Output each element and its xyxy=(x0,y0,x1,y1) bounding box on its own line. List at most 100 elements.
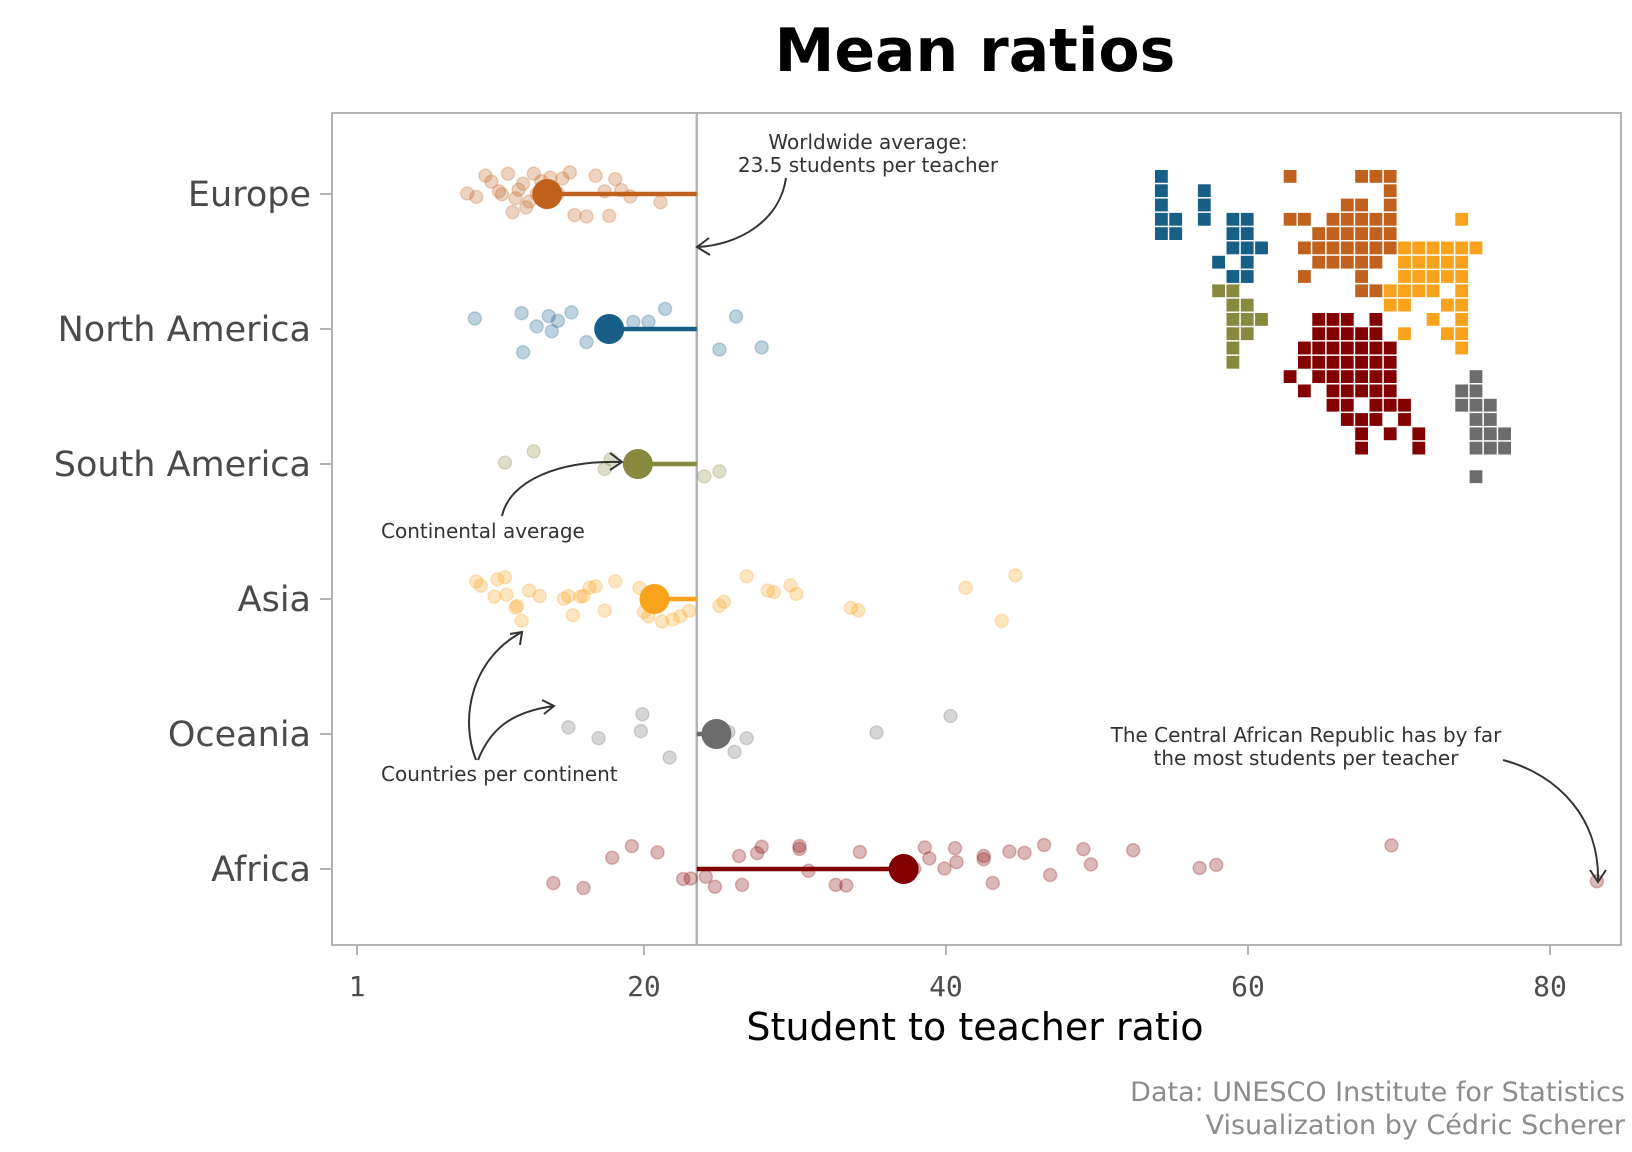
map-tile-europe-9 xyxy=(1298,212,1311,226)
point-asia-29 xyxy=(739,568,754,584)
point-asia-18 xyxy=(597,603,612,618)
arrow-worldwide xyxy=(696,177,787,248)
map-tile-oceania-3 xyxy=(1455,398,1469,412)
caption-credit: Visualization by Cédric Scherer xyxy=(1206,1110,1626,1141)
map-tile-africa-42 xyxy=(1355,413,1368,426)
point-africa-35 xyxy=(1192,860,1207,876)
point-south-america-4 xyxy=(697,469,712,484)
point-asia-15 xyxy=(576,588,591,604)
point-europe-24 xyxy=(588,168,603,184)
point-africa-30 xyxy=(1036,837,1052,853)
point-oceania-3 xyxy=(635,707,650,722)
point-europe-6 xyxy=(500,166,516,182)
map-tile-europe-31 xyxy=(1355,255,1368,269)
x-axis: 1 20 40 60 80 xyxy=(349,945,1567,1003)
x-tick-label-40: 40 xyxy=(929,970,963,1003)
point-africa-6 xyxy=(683,871,698,886)
mean-europe xyxy=(532,179,563,209)
point-north-america-9 xyxy=(626,314,641,330)
annotation-worldwide-line-1: Worldwide average: xyxy=(768,130,967,154)
point-oceania-7 xyxy=(739,730,754,746)
map-tile-north-america-7 xyxy=(1197,184,1211,198)
map-tile-africa-11 xyxy=(1326,341,1340,355)
x-tick-label-60: 60 xyxy=(1231,970,1265,1003)
map-tile-asia-15 xyxy=(1441,270,1454,283)
y-axis: Europe North America South America Asia Ocea… xyxy=(54,175,332,890)
point-north-america-10 xyxy=(641,314,656,330)
mean-south-america xyxy=(622,449,653,479)
point-africa-33 xyxy=(1083,857,1099,872)
point-oceania-1 xyxy=(591,730,606,746)
point-asia-12 xyxy=(561,588,576,604)
point-africa-23 xyxy=(947,840,963,856)
map-tile-oceania-1 xyxy=(1455,384,1469,398)
point-oceania-0 xyxy=(561,720,576,735)
map-tile-africa-33 xyxy=(1355,384,1368,398)
point-north-america-3 xyxy=(529,319,544,334)
map-tile-africa-23 xyxy=(1283,370,1297,383)
map-tile-europe-17 xyxy=(1340,227,1354,240)
point-asia-25 xyxy=(672,609,688,624)
map-tile-europe-1 xyxy=(1355,170,1368,183)
point-africa-0 xyxy=(546,875,561,891)
map-tile-asia-20 xyxy=(1426,284,1440,298)
point-asia-23 xyxy=(654,614,670,629)
y-label-africa: Africa xyxy=(211,850,311,890)
arrow-countries-right xyxy=(477,705,555,761)
point-asia-37 xyxy=(994,613,1010,629)
map-tile-asia-11 xyxy=(1455,255,1469,269)
map-tile-europe-26 xyxy=(1369,241,1383,255)
point-oceania-6 xyxy=(727,744,742,760)
map-tile-africa-46 xyxy=(1383,427,1397,441)
plot-panel xyxy=(331,112,1622,946)
map-tile-north-america-8 xyxy=(1197,198,1211,212)
point-africa-13 xyxy=(792,841,807,857)
map-tile-europe-36 xyxy=(1369,284,1383,298)
map-tile-oceania-13 xyxy=(1498,441,1511,455)
point-asia-27 xyxy=(712,598,727,613)
point-africa-5 xyxy=(675,871,691,887)
map-tile-asia-29 xyxy=(1441,327,1454,341)
map-tile-europe-4 xyxy=(1383,184,1397,198)
map-tile-europe-7 xyxy=(1383,198,1397,212)
mean-africa xyxy=(888,854,919,884)
point-north-america-14 xyxy=(754,340,769,355)
map-tile-asia-28 xyxy=(1398,327,1411,341)
point-europe-8 xyxy=(508,191,523,206)
arrow-continental-head xyxy=(609,452,624,471)
point-europe-2 xyxy=(478,168,493,183)
point-africa-22 xyxy=(937,861,952,876)
map-tile-europe-35 xyxy=(1355,284,1368,298)
point-north-america-0 xyxy=(467,311,483,326)
point-asia-10 xyxy=(532,588,547,604)
map-tile-africa-28 xyxy=(1369,370,1383,383)
map-tile-africa-19 xyxy=(1340,355,1354,369)
point-europe-1 xyxy=(469,189,484,205)
map-tile-africa-14 xyxy=(1369,341,1383,355)
map-tile-africa-29 xyxy=(1383,370,1397,383)
map-tile-asia-6 xyxy=(1469,241,1483,255)
point-europe-27 xyxy=(607,171,623,187)
arrow-countries-right-head xyxy=(541,699,556,715)
map-tile-asia-8 xyxy=(1412,255,1426,269)
point-europe-29 xyxy=(623,189,638,204)
map-tile-asia-19 xyxy=(1412,284,1426,298)
map-tile-europe-23 xyxy=(1326,241,1340,255)
world-tile-map xyxy=(1155,170,1511,484)
map-tile-africa-20 xyxy=(1355,355,1368,369)
map-tile-europe-30 xyxy=(1340,255,1354,269)
point-asia-8 xyxy=(514,613,529,629)
map-tile-south-america-9 xyxy=(1226,341,1240,355)
map-tile-europe-15 xyxy=(1312,227,1326,240)
map-tile-asia-12 xyxy=(1398,270,1411,283)
map-tile-europe-21 xyxy=(1298,241,1311,255)
point-europe-9 xyxy=(511,182,526,197)
map-tile-africa-34 xyxy=(1369,384,1383,398)
point-asia-24 xyxy=(665,612,680,627)
map-tile-north-america-9 xyxy=(1197,212,1211,226)
map-tile-asia-27 xyxy=(1455,313,1469,326)
map-tile-europe-8 xyxy=(1283,212,1297,226)
point-north-america-6 xyxy=(550,313,566,329)
x-tick-label-1: 1 xyxy=(349,970,366,1003)
